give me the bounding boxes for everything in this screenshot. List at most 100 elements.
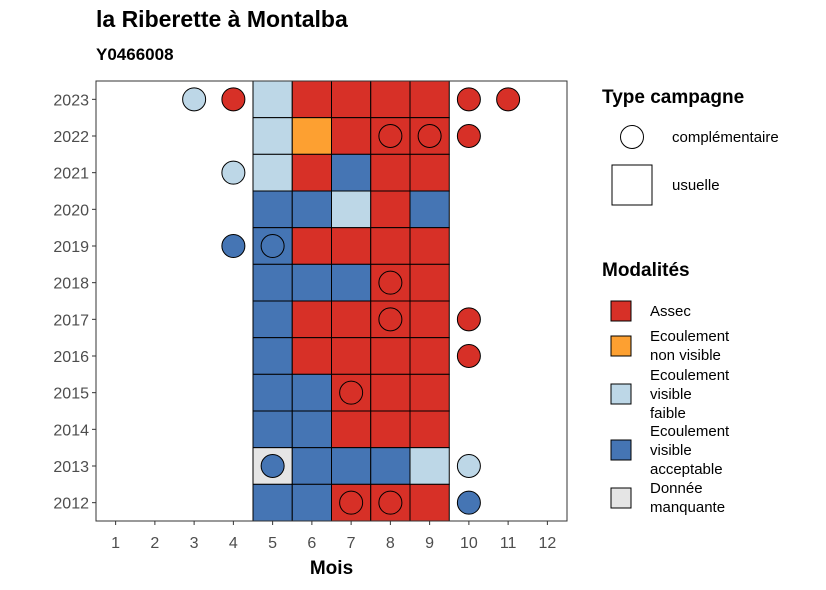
legend-complementaire-label: complémentaire [672, 129, 779, 146]
cell-2021-7 [331, 153, 372, 192]
x-tick-label-2: 2 [150, 535, 159, 552]
legend-label-ecoulement_non_visible: non visible [650, 347, 721, 364]
cell-2020-6 [291, 190, 332, 229]
x-tick-label-11: 11 [500, 535, 517, 552]
y-tick-label-2019: 2019 [53, 239, 89, 256]
x-tick-label-8: 8 [386, 535, 395, 552]
cell-2017-7 [331, 300, 372, 339]
legend-key-ecoulement_visible_faible [610, 383, 632, 405]
cell-2013-9 [409, 447, 450, 485]
y-tick-label-2023: 2023 [53, 92, 89, 109]
cell-2014-6 [291, 410, 332, 449]
legend-key-assec [610, 300, 632, 322]
marker-2017-8 [378, 307, 403, 332]
cell-2022-5 [252, 117, 293, 155]
cell-2020-9 [409, 190, 450, 229]
cell-2018-9 [409, 263, 450, 302]
legend-usuelle-key [611, 164, 653, 206]
y-tick-label-2015: 2015 [53, 386, 89, 403]
y-tick-label-2017: 2017 [53, 312, 89, 329]
marker-2019-4 [221, 234, 246, 258]
marker-2013-5 [260, 454, 285, 478]
cell-2015-5 [252, 373, 293, 412]
marker-2012-7 [339, 490, 364, 515]
cell-2017-5 [252, 300, 293, 339]
cell-2016-8 [370, 337, 411, 375]
cell-2016-9 [409, 337, 450, 375]
cell-2021-8 [370, 153, 411, 192]
legend-label-ecoulement_visible_acceptable: visible [650, 441, 692, 459]
legend-label-donnee_manquante: manquante [650, 499, 726, 516]
x-tick-label-10: 10 [460, 535, 478, 552]
legend-key-donnee_manquante [610, 487, 632, 509]
marker-2023-4 [221, 87, 246, 112]
y-tick-label-2020: 2020 [53, 202, 89, 219]
legend-label-ecoulement_visible_faible: faible [650, 404, 686, 422]
legend-usuelle-label: usuelle [672, 177, 720, 194]
marker-2022-8 [378, 124, 403, 148]
legend-label-donnee_manquante: Donnée [650, 480, 703, 497]
marker-2023-3 [182, 87, 207, 112]
marker-2017-10 [456, 307, 481, 332]
chart-subtitle: Y0466008 [96, 45, 174, 64]
marker-2021-4 [221, 160, 246, 185]
cell-2022-6 [291, 117, 332, 155]
x-tick-label-7: 7 [347, 535, 356, 552]
cell-2014-7 [331, 410, 372, 449]
legend-label-ecoulement_visible_acceptable: Ecoulement [650, 422, 730, 440]
cell-2015-6 [291, 373, 332, 412]
cell-2023-7 [331, 80, 372, 119]
cell-2021-9 [409, 153, 450, 192]
cell-2020-8 [370, 190, 411, 229]
plot-border [95, 80, 568, 522]
marker-2019-5 [260, 234, 285, 258]
x-tick-label-3: 3 [190, 535, 199, 552]
legend-label-ecoulement_non_visible: Ecoulement [650, 328, 730, 345]
cell-2013-8 [370, 447, 411, 485]
legend-campagne-title: Type campagne [602, 87, 745, 108]
legend-key-ecoulement_non_visible [610, 335, 632, 357]
cell-2016-7 [331, 337, 372, 375]
usuelle-cells [252, 80, 450, 522]
legend-key-ecoulement_visible_acceptable [610, 439, 632, 461]
cell-2018-5 [252, 263, 293, 302]
legend-modalites-keys [610, 300, 632, 509]
y-tick-label-2021: 2021 [53, 166, 89, 183]
x-tick-label-1: 1 [111, 535, 120, 552]
chart-title: la Riberette à Montalba [96, 6, 348, 32]
y-tick-label-2012: 2012 [53, 496, 89, 513]
cell-2016-5 [252, 337, 293, 375]
cell-2019-6 [291, 227, 332, 265]
cell-2020-7 [331, 190, 372, 229]
marker-2013-10 [456, 454, 481, 478]
x-tick-label-4: 4 [229, 535, 238, 552]
marker-2015-7 [339, 380, 364, 405]
cell-2021-6 [291, 153, 332, 192]
legend-modalites-title: Modalités [602, 260, 690, 281]
x-tick-label-5: 5 [268, 535, 277, 552]
cell-2019-7 [331, 227, 372, 265]
y-tick-label-2013: 2013 [53, 459, 89, 476]
marker-2022-10 [456, 124, 481, 148]
cell-2016-6 [291, 337, 332, 375]
cell-2014-9 [409, 410, 450, 449]
cell-2013-6 [291, 447, 332, 485]
cell-2017-6 [291, 300, 332, 339]
cell-2013-7 [331, 447, 372, 485]
x-tick-label-9: 9 [425, 535, 434, 552]
x-axis: 1 2 3 4 5 6 7 8 9 10 11 12 [111, 521, 556, 552]
legend-campagne-keys [611, 125, 653, 206]
legend-complementaire-key [620, 125, 644, 149]
cell-2022-7 [331, 117, 372, 155]
marker-2016-10 [456, 344, 481, 368]
complementaire-markers [182, 87, 521, 515]
y-axis: 2023 2022 2021 2020 2019 2018 2017 2016 2015 2014… [53, 92, 96, 513]
x-tick-label-6: 6 [307, 535, 316, 552]
cell-2012-6 [291, 483, 332, 522]
cell-2019-8 [370, 227, 411, 265]
cell-2020-5 [252, 190, 293, 229]
cell-2019-9 [409, 227, 450, 265]
cell-2012-5 [252, 483, 293, 522]
y-tick-label-2018: 2018 [53, 276, 89, 293]
